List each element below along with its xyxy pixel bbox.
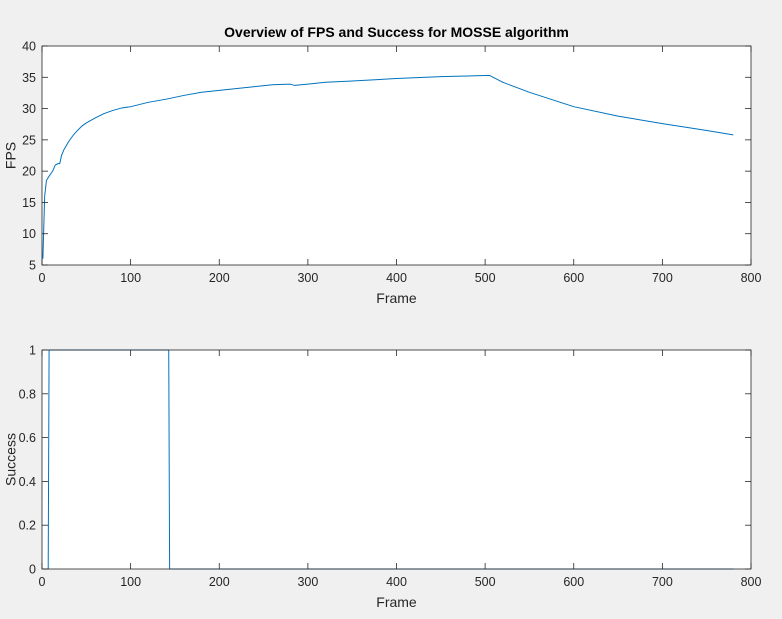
series-line — [42, 74, 734, 259]
y-tick-label: 0.4 — [19, 475, 36, 489]
x-tick-label: 0 — [39, 575, 46, 589]
x-tick-label: 700 — [652, 575, 673, 589]
x-tick-label: 700 — [652, 271, 673, 285]
x-tick-label: 800 — [741, 575, 762, 589]
subplot-fps: 0 100 200 300 400 500 600 700 800 5 10 15 20 25 30 35 40… — [3, 24, 762, 306]
y-tick-label: 0.2 — [19, 519, 36, 533]
y-tick-label: 0.8 — [19, 387, 36, 401]
axes-background — [42, 350, 751, 569]
y-axis-label: Success — [3, 433, 19, 486]
y-tick-label: 40 — [22, 40, 36, 54]
x-tick-label: 600 — [563, 575, 584, 589]
y-tick-label: 0.6 — [19, 431, 36, 445]
x-axis-label: Frame — [376, 594, 417, 610]
y-tick-label: 0 — [29, 563, 36, 577]
x-tick-label: 0 — [39, 271, 46, 285]
chart-title: Overview of FPS and Success for MOSSE al… — [224, 24, 569, 40]
subplot-success: 0 100 200 300 400 500 600 700 800 0 0.2 0.4 0.6 0.8 1 F… — [3, 344, 762, 611]
y-tick-label: 5 — [29, 259, 36, 273]
x-tick-label: 600 — [563, 271, 584, 285]
x-tick-label: 300 — [297, 271, 318, 285]
x-tick-label: 200 — [209, 271, 230, 285]
y-tick-label: 20 — [22, 165, 36, 179]
x-tick-label: 100 — [120, 575, 141, 589]
y-tick-label: 10 — [22, 227, 36, 241]
axes-background — [42, 46, 751, 265]
x-tick-label: 400 — [386, 271, 407, 285]
y-tick-label: 30 — [22, 102, 36, 116]
y-tick-label: 15 — [22, 196, 36, 210]
y-tick-label: 1 — [29, 344, 36, 358]
x-tick-label: 400 — [386, 575, 407, 589]
x-tick-label: 100 — [120, 271, 141, 285]
y-tick-label: 25 — [22, 133, 36, 147]
x-axis-label: Frame — [376, 290, 417, 306]
x-tick-label: 800 — [741, 271, 762, 285]
y-axis-label: FPS — [3, 142, 19, 169]
x-tick-label: 500 — [475, 575, 496, 589]
y-tick-label: 35 — [22, 71, 36, 85]
x-tick-label: 200 — [209, 575, 230, 589]
x-tick-label: 500 — [475, 271, 496, 285]
x-tick-label: 300 — [297, 575, 318, 589]
